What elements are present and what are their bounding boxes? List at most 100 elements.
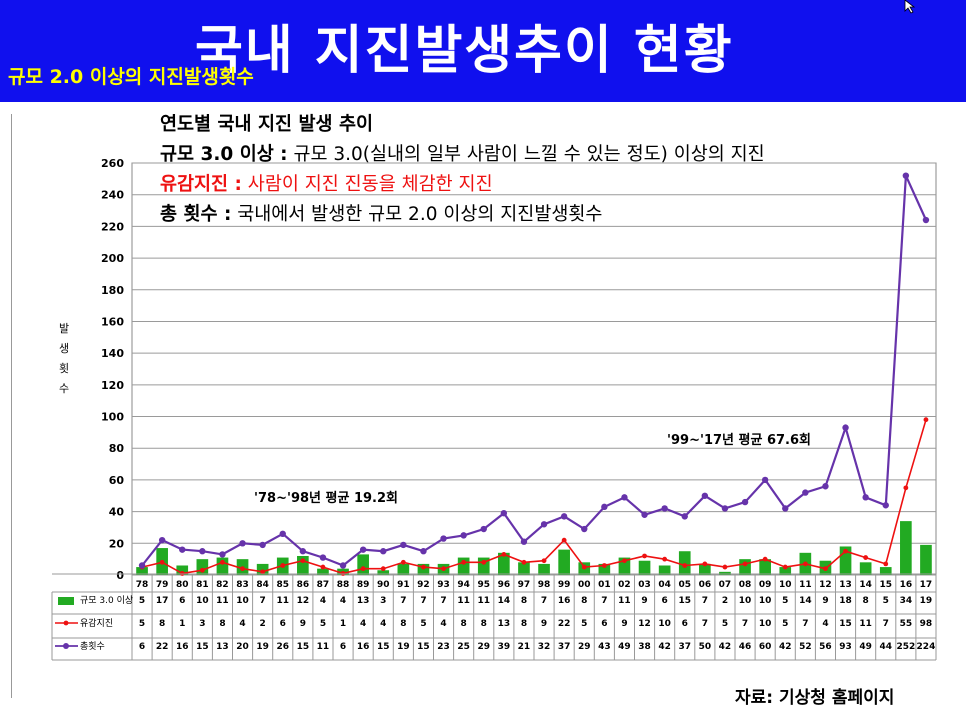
point-felt-quake [501,552,507,557]
bar-magnitude-3 [397,563,410,575]
legend-label: 총횟수 [80,640,105,652]
data-table-cell: 5 [782,596,788,606]
bar-magnitude-3 [699,563,711,575]
y-tick-label: 60 [109,474,125,487]
data-table-cell: 12 [297,596,310,606]
y-tick-label: 80 [109,442,125,455]
point-felt-quake [260,569,266,575]
data-table-cell: 15 [678,596,691,606]
data-table-cell: 11 [457,596,470,606]
x-tick-label: 17 [920,580,933,590]
point-felt-quake [320,564,326,570]
data-table-cell: 5 [420,619,426,629]
y-tick-label: 40 [109,506,125,519]
point-felt-quake [923,417,929,423]
data-table-cell: 11 [216,596,229,606]
bar-magnitude-3 [900,521,912,575]
data-table-cell: 42 [779,642,792,652]
source-note: 자료: 기상청 홈페이지 [735,688,895,708]
data-table-cell: 42 [719,642,732,652]
data-table-cell: 19 [397,642,410,652]
x-tick-label: 80 [176,580,189,590]
data-table-cell: 9 [541,619,547,629]
data-table-cell: 7 [702,596,708,606]
data-table-cell: 16 [357,642,370,652]
x-tick-label: 89 [357,580,370,590]
x-tick-label: 85 [276,580,289,590]
data-table-cell: 1 [179,619,185,629]
point-total-count [279,530,286,537]
x-tick-label: 13 [839,580,852,590]
point-total-count [842,424,849,431]
point-total-count [782,505,789,512]
bar-magnitude-3 [196,559,209,575]
bar-magnitude-3 [839,546,852,575]
x-tick-label: 81 [196,580,209,590]
data-table-cell: 1 [340,619,346,629]
point-felt-quake [521,559,527,565]
point-total-count [581,525,588,533]
data-table-cell: 8 [863,596,869,606]
data-table-cell: 4 [239,619,245,629]
x-tick-label: 95 [477,580,490,590]
bar-magnitude-3 [136,567,148,575]
x-tick-label: 99 [558,580,571,590]
point-total-count [500,510,508,517]
x-tick-label: 96 [498,580,511,590]
data-table-cell: 49 [618,642,631,652]
data-table-cell: 10 [739,596,752,606]
data-table-cell: 8 [219,619,225,629]
point-total-count [259,541,266,549]
data-table-cell: 2 [260,619,266,629]
point-felt-quake [863,555,869,560]
point-total-count [299,548,307,555]
point-felt-quake [561,537,567,543]
data-table-cell: 21 [518,642,531,652]
chart-description: 연도별 국내 지진 발생 추이 규모 3.0 이상 : 규모 3.0(실내의 일… [160,110,765,230]
point-felt-quake [883,561,889,567]
bar-magnitude-3 [779,567,792,575]
data-table-cell: 23 [437,642,450,652]
data-table-cell: 60 [759,642,772,652]
data-table-cell: 29 [477,642,490,652]
data-table-cell: 15 [417,642,430,652]
data-table-cell: 39 [498,642,511,652]
x-tick-label: 94 [457,580,470,590]
x-tick-label: 84 [256,580,269,590]
point-total-count [179,546,186,553]
data-table-cell: 8 [581,596,587,606]
point-total-count [480,525,487,533]
data-table-cell: 4 [360,619,366,629]
bar-magnitude-3 [297,555,309,575]
point-felt-quake [441,566,446,572]
data-table-cell: 55 [900,619,913,629]
data-table-cell: 6 [601,619,607,629]
x-tick-label: 87 [317,580,330,590]
legend-label: 유감지진 [80,617,113,629]
series-line-total-count [141,175,928,567]
bar-magnitude-3 [719,571,731,575]
data-table-cell: 13 [498,619,511,629]
data-table-cell: 4 [340,596,346,606]
data-table-cell: 5 [139,619,145,629]
x-tick-label: 05 [678,580,691,590]
x-tick-label: 86 [297,580,310,590]
data-table-cell: 10 [196,596,209,606]
point-felt-quake [481,559,487,565]
x-tick-label: 78 [136,580,149,590]
annotation-early-average: '78~'98년 평균 19.2회 [254,490,398,506]
data-table-cell: 6 [682,619,688,629]
point-total-count [359,546,367,553]
page-subtitle: 규모 2.0 이상의 지진발생횟수 [8,66,254,88]
data-table-cell: 14 [498,596,511,606]
x-tick-label: 02 [618,580,631,590]
point-total-count [661,505,668,512]
point-total-count [420,548,427,555]
data-table-cell: 9 [621,619,627,629]
y-tick-label: 200 [101,252,124,265]
point-total-count [339,562,347,569]
data-table-cell: 10 [759,619,772,629]
data-table-cell: 32 [538,642,551,652]
point-felt-quake [179,571,185,576]
